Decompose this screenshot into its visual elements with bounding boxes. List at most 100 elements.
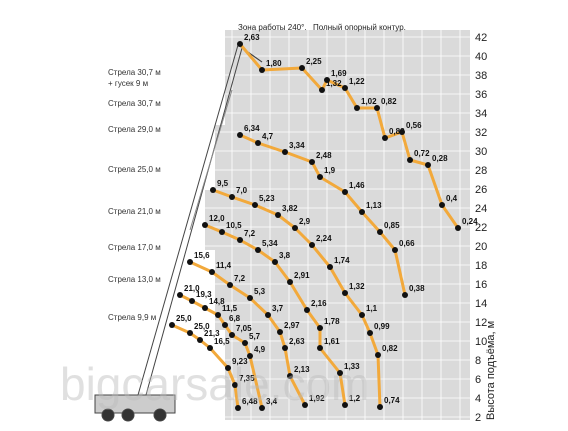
load-point bbox=[302, 402, 308, 408]
load-point bbox=[229, 332, 235, 338]
load-point bbox=[342, 290, 348, 296]
y-tick-label: 36 bbox=[475, 89, 487, 101]
boom-label: Стрела 30,7 м bbox=[108, 99, 161, 108]
zone-label: Зона работы 240°. bbox=[238, 23, 307, 32]
load-point bbox=[317, 174, 323, 180]
load-label: 0,28 bbox=[432, 154, 448, 163]
grid-area bbox=[205, 30, 470, 420]
load-point bbox=[327, 264, 333, 270]
load-point bbox=[252, 202, 258, 208]
load-label: 2,16 bbox=[311, 299, 327, 308]
load-point bbox=[299, 65, 305, 71]
watermark: bigcarsale.com bbox=[60, 358, 369, 410]
load-point bbox=[377, 404, 383, 410]
load-label: 0,24 bbox=[462, 217, 478, 226]
load-label: 1,9 bbox=[324, 166, 336, 175]
load-label: 7,2 bbox=[244, 229, 256, 238]
y-tick-label: 10 bbox=[475, 336, 487, 348]
load-label: 21,3 bbox=[204, 329, 220, 338]
load-point bbox=[275, 212, 281, 218]
load-label: 6,8 bbox=[229, 314, 241, 323]
load-label: 0,38 bbox=[409, 284, 425, 293]
load-label: 1,22 bbox=[349, 77, 365, 86]
grid bbox=[205, 30, 470, 420]
load-point bbox=[265, 312, 271, 318]
load-point bbox=[317, 325, 323, 331]
load-label: 3,8 bbox=[279, 251, 291, 260]
load-point bbox=[439, 202, 445, 208]
y-tick-label: 40 bbox=[475, 51, 487, 63]
y-tick-label: 2 bbox=[475, 412, 481, 424]
boom-label: Стрела 25,0 м bbox=[108, 165, 161, 174]
load-point bbox=[282, 345, 288, 351]
load-label: 0,82 bbox=[381, 97, 397, 106]
y-tick-label: 12 bbox=[475, 317, 487, 329]
load-point bbox=[287, 279, 293, 285]
load-point bbox=[197, 337, 203, 343]
load-point bbox=[324, 77, 330, 83]
load-point bbox=[235, 405, 241, 411]
y-tick-label: 26 bbox=[475, 184, 487, 196]
load-label: 12,0 bbox=[209, 214, 225, 223]
load-point bbox=[259, 67, 265, 73]
load-label: 1,74 bbox=[334, 256, 350, 265]
load-point bbox=[202, 222, 208, 228]
load-label: 3,34 bbox=[289, 141, 305, 150]
y-tick-label: 22 bbox=[475, 222, 487, 234]
load-point bbox=[255, 140, 261, 146]
load-label: 5,23 bbox=[259, 194, 275, 203]
load-label: 2,25 bbox=[306, 57, 322, 66]
load-point bbox=[399, 129, 405, 135]
load-label: 0,99 bbox=[374, 322, 390, 331]
load-label: 1,46 bbox=[349, 181, 365, 190]
load-label: 25,0 bbox=[194, 322, 210, 331]
load-label: 11,4 bbox=[216, 261, 232, 270]
load-point bbox=[227, 282, 233, 288]
load-label: 1,92 bbox=[309, 394, 325, 403]
load-label: 6,34 bbox=[244, 124, 260, 133]
y-tick-label: 42 bbox=[475, 32, 487, 44]
load-point bbox=[237, 237, 243, 243]
y-tick-label: 32 bbox=[475, 127, 487, 139]
load-label: 0,85 bbox=[384, 221, 400, 230]
load-point bbox=[359, 312, 365, 318]
load-point bbox=[317, 345, 323, 351]
load-label: 19,3 bbox=[196, 290, 212, 299]
load-label: 25,0 bbox=[176, 314, 192, 323]
load-label: 4,7 bbox=[262, 132, 274, 141]
load-label: 6,48 bbox=[242, 397, 258, 406]
load-point bbox=[222, 322, 228, 328]
load-label: 3,7 bbox=[272, 304, 284, 313]
load-point bbox=[309, 242, 315, 248]
y-tick-label: 30 bbox=[475, 146, 487, 158]
load-point bbox=[187, 330, 193, 336]
load-label: 1,2 bbox=[349, 394, 361, 403]
boom-label: Стрела 29,0 м bbox=[108, 125, 161, 134]
y-tick-label: 8 bbox=[475, 355, 481, 367]
load-point bbox=[210, 187, 216, 193]
load-point bbox=[229, 194, 235, 200]
load-point bbox=[202, 305, 208, 311]
load-label: 21,0 bbox=[184, 284, 200, 293]
load-point bbox=[319, 87, 325, 93]
load-label: 11,5 bbox=[222, 304, 238, 313]
y-tick-label: 6 bbox=[475, 374, 481, 386]
load-label: 2,24 bbox=[316, 234, 332, 243]
load-point bbox=[232, 382, 238, 388]
load-label: 16,5 bbox=[214, 337, 230, 346]
load-point bbox=[292, 225, 298, 231]
load-point bbox=[354, 105, 360, 111]
y-tick-label: 18 bbox=[475, 260, 487, 272]
load-label: 5,34 bbox=[262, 239, 278, 248]
load-label: 9,23 bbox=[232, 357, 248, 366]
y-axis-label: Высота подъёма, м bbox=[485, 321, 497, 420]
load-point bbox=[207, 345, 213, 351]
load-label: 5,7 bbox=[249, 332, 261, 341]
boom-label: Стрела 17,0 м bbox=[108, 243, 161, 252]
load-label: 7,0 bbox=[236, 186, 248, 195]
load-point bbox=[255, 247, 261, 253]
load-label: 2,13 bbox=[294, 365, 310, 374]
load-label: 0,83 bbox=[389, 127, 405, 136]
y-tick-label: 16 bbox=[475, 279, 487, 291]
